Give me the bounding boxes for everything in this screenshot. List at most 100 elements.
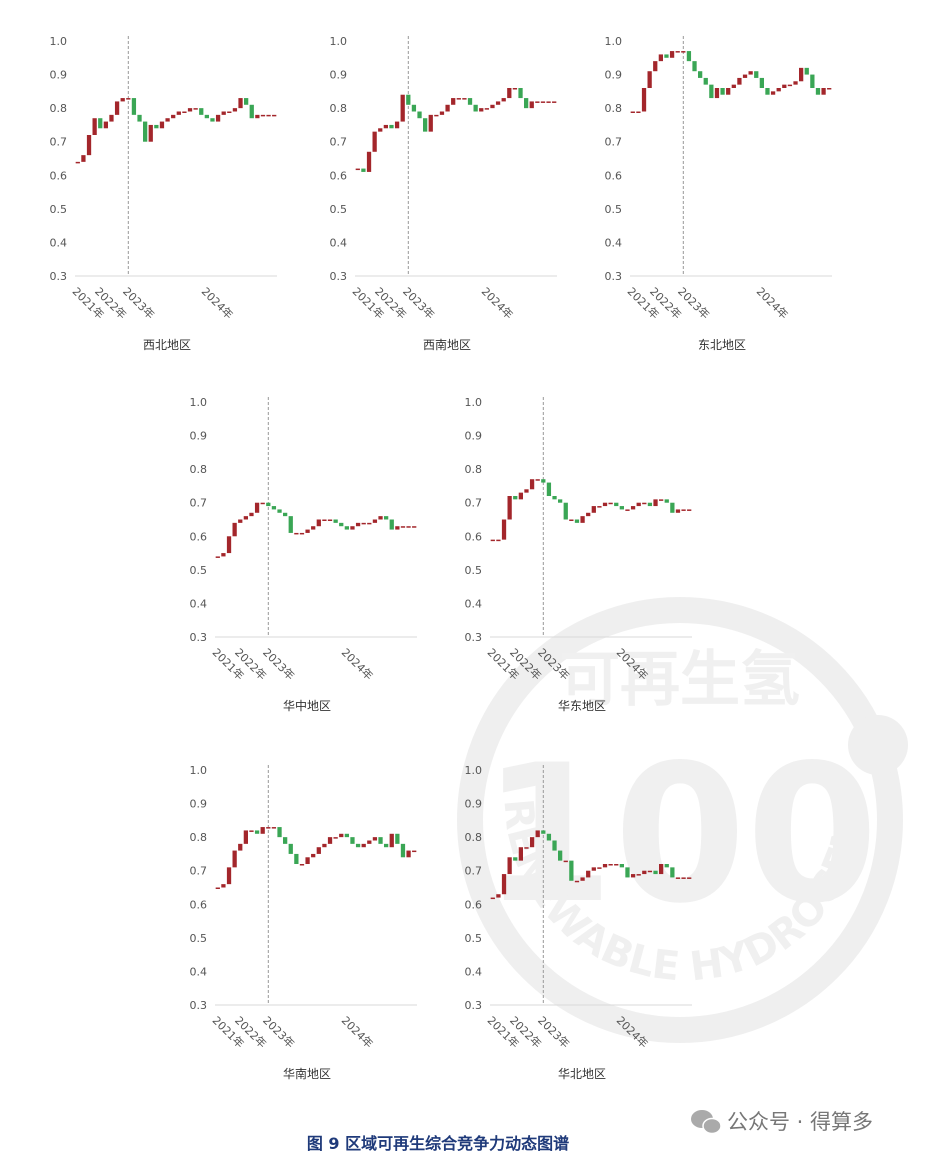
bar: [378, 837, 383, 844]
bar: [810, 74, 815, 88]
bar: [254, 502, 260, 513]
y-tick-label: 0.3: [465, 631, 483, 644]
y-tick-label: 1.0: [465, 764, 483, 777]
bar: [569, 519, 574, 521]
bar: [770, 91, 776, 95]
bar: [238, 843, 243, 851]
bar: [355, 843, 361, 848]
y-tick-label: 0.6: [465, 530, 483, 543]
bar: [647, 870, 653, 873]
bar: [451, 98, 456, 105]
bar: [148, 124, 153, 142]
bar: [630, 111, 635, 113]
y-tick-label: 0.8: [50, 102, 68, 115]
bar: [765, 88, 770, 95]
bar: [171, 114, 176, 119]
bar: [266, 114, 271, 117]
y-tick-label: 0.4: [465, 597, 483, 610]
chart-title: 华北地区: [558, 1067, 606, 1081]
bar: [546, 482, 552, 496]
bar: [322, 519, 327, 521]
bar: [681, 877, 686, 879]
bar: [793, 81, 798, 85]
bar: [558, 850, 563, 861]
bar: [109, 114, 114, 122]
watermark: 公众号 · 得算多: [727, 1110, 873, 1134]
bar: [355, 522, 361, 527]
bar: [529, 479, 535, 490]
x-tick-label: 2023年: [675, 284, 712, 321]
y-tick-label: 0.4: [50, 236, 68, 249]
bar: [737, 77, 742, 85]
y-tick-label: 0.6: [465, 898, 483, 911]
bar: [327, 519, 333, 521]
bar: [299, 532, 305, 535]
y-tick-label: 1.0: [465, 396, 483, 409]
bar: [462, 98, 467, 100]
bar: [467, 98, 473, 105]
bar: [529, 101, 534, 109]
y-tick-label: 0.9: [330, 69, 348, 82]
bar: [754, 71, 759, 78]
y-tick-label: 1.0: [605, 35, 623, 48]
bar: [541, 830, 546, 834]
bar: [518, 492, 523, 500]
bar: [199, 108, 204, 115]
bar: [675, 509, 681, 513]
bar: [126, 98, 131, 100]
bar: [518, 88, 523, 99]
bar: [782, 84, 787, 88]
bar: [406, 526, 411, 528]
bar: [827, 88, 832, 90]
chart-title: 华中地区: [283, 698, 331, 713]
bar: [92, 118, 97, 135]
bar: [350, 837, 355, 844]
bar: [703, 77, 708, 85]
bar: [675, 877, 681, 879]
bar: [731, 84, 736, 88]
bar: [653, 499, 658, 507]
bar: [221, 111, 226, 115]
bar: [411, 104, 417, 112]
bar: [507, 496, 512, 520]
bar: [400, 94, 405, 122]
bar: [120, 98, 125, 102]
bar: [333, 519, 338, 523]
bar: [316, 519, 321, 527]
bar: [372, 519, 378, 523]
bar: [75, 161, 80, 164]
bar: [524, 98, 529, 109]
bar: [305, 857, 310, 864]
bar: [597, 867, 602, 869]
bar: [249, 830, 254, 832]
bar: [395, 526, 400, 530]
bar: [187, 108, 193, 112]
bar: [759, 77, 764, 88]
bar: [204, 114, 209, 119]
bar: [339, 522, 344, 527]
bar: [636, 874, 641, 876]
bar: [479, 108, 484, 112]
bar: [535, 479, 540, 481]
x-tick-label: 2023年: [400, 284, 437, 321]
y-tick-label: 0.5: [190, 564, 208, 577]
bar: [602, 502, 608, 507]
bar: [675, 51, 680, 53]
bar: [182, 111, 187, 113]
bar: [243, 830, 248, 844]
y-tick-label: 0.6: [50, 169, 68, 182]
bar: [428, 114, 433, 132]
x-tick-label: 2024年: [754, 284, 791, 321]
bar: [103, 121, 108, 129]
bar: [154, 124, 159, 129]
bar: [625, 509, 630, 511]
bar: [687, 877, 692, 879]
bar: [647, 502, 653, 507]
bar: [137, 114, 142, 122]
y-tick-label: 1.0: [190, 396, 208, 409]
bar: [804, 67, 809, 75]
bar: [227, 111, 232, 113]
bar: [670, 867, 675, 878]
bar: [687, 509, 692, 511]
bar: [254, 830, 260, 834]
